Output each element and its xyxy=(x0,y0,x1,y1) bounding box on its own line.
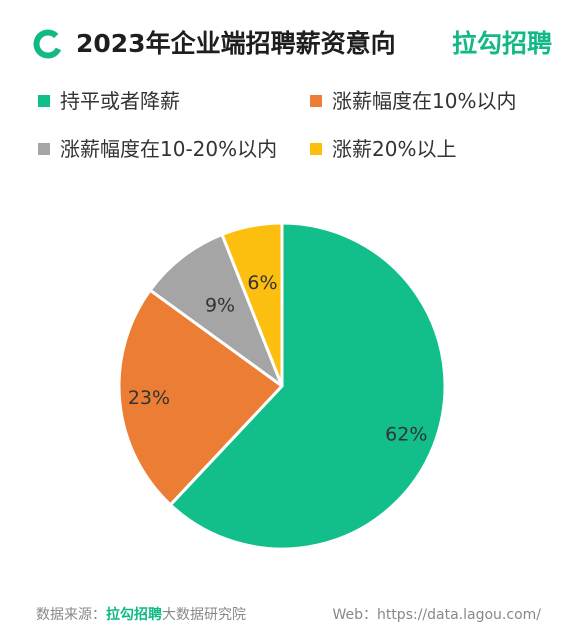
legend-label: 涨薪幅度在10%以内 xyxy=(332,89,517,113)
legend-label: 涨薪20%以上 xyxy=(332,137,457,161)
pie-slice xyxy=(220,221,284,388)
pie-slice xyxy=(168,221,447,551)
source-label: 数据来源： xyxy=(36,607,106,623)
slice-label: 23% xyxy=(128,387,170,409)
legend-item: 涨薪20%以上 xyxy=(310,136,456,162)
brand-name: 拉勾招聘 xyxy=(451,29,552,58)
source-suffix: 大数据研究院 xyxy=(162,607,246,623)
footer: 数据来源：拉勾招聘大数据研究院 Web：https://data.lagou.c… xyxy=(36,604,541,626)
legend-swatch xyxy=(310,95,322,107)
legend-label: 持平或者降薪 xyxy=(60,89,180,113)
legend-swatch xyxy=(38,95,50,107)
legend-item: 持平或者降薪 xyxy=(38,88,180,114)
slice-label: 62% xyxy=(385,424,427,446)
pie-chart-svg: 62% 23% 9% 6% xyxy=(117,221,447,551)
chart-title: 2023年企业端招聘薪资意向 xyxy=(76,29,396,58)
legend-label: 涨薪幅度在10-20%以内 xyxy=(60,137,278,161)
pie-slice xyxy=(148,232,284,388)
web-url: Web：https://data.lagou.com/ xyxy=(332,607,541,623)
pie-slice xyxy=(117,288,284,507)
legend-item: 涨薪幅度在10-20%以内 xyxy=(38,136,277,162)
pie-chart: 62% 23% 9% 6% xyxy=(0,215,571,570)
lagou-logo-icon xyxy=(33,29,63,59)
slice-label: 9% xyxy=(205,295,235,317)
header: 2023年企业端招聘薪资意向 拉勾招聘 xyxy=(32,24,552,64)
legend-swatch xyxy=(310,143,322,155)
legend-swatch xyxy=(38,143,50,155)
slice-label: 6% xyxy=(247,272,277,294)
data-source: 数据来源：拉勾招聘大数据研究院 xyxy=(36,604,246,626)
source-brand: 拉勾招聘 xyxy=(106,607,162,623)
legend-item: 涨薪幅度在10%以内 xyxy=(310,88,516,114)
